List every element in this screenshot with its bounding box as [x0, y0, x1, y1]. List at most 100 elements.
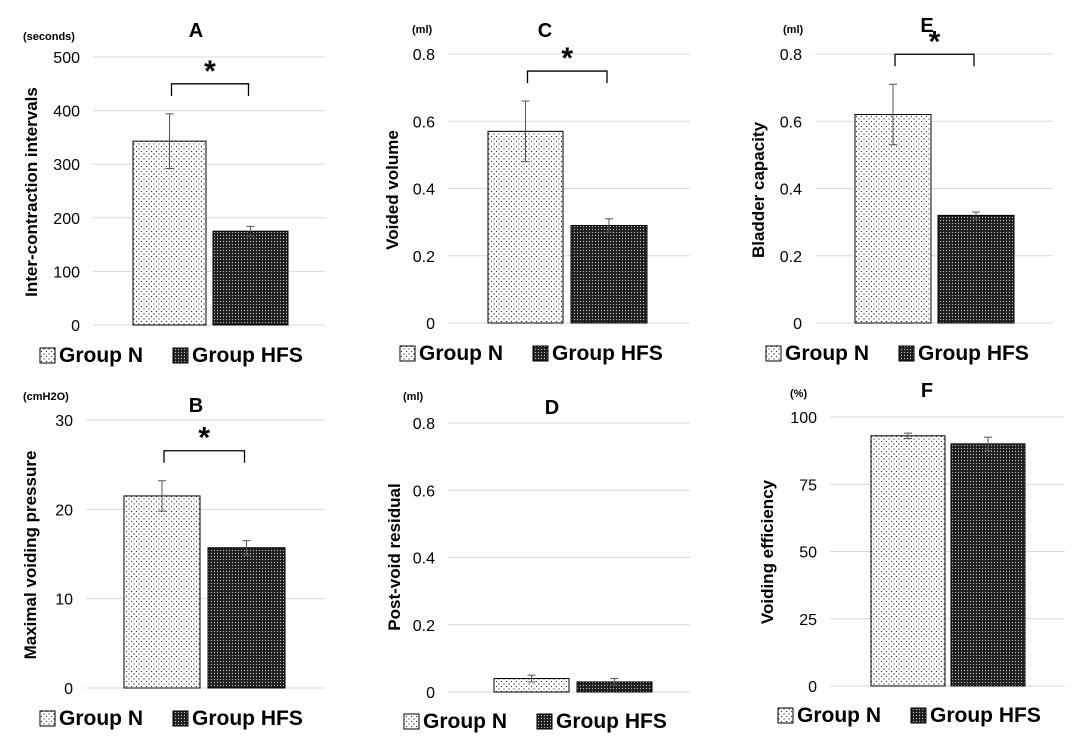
significance-bracket — [170, 83, 250, 96]
y-tick-label: 0 — [64, 681, 73, 698]
y-tick-label: 0.2 — [780, 249, 802, 266]
legend: Group N Group HFS — [765, 342, 1029, 365]
error-bar — [610, 678, 619, 686]
legend-swatch-group-hfs — [172, 710, 189, 727]
legend-label: Group HFS — [552, 342, 663, 365]
panel-title: E — [920, 15, 933, 37]
chart-panel-d: 0 0.2 0.4 0.6 0.8 D (ml) Post-void residual Grou… — [385, 391, 690, 733]
y-tick-label: 20 — [55, 502, 73, 519]
bar-group-hfs — [950, 443, 1026, 687]
error-bar — [889, 83, 897, 146]
chart-panel-a: 0 100 200 300 400 500 *A (seconds) Inter-contrac… — [22, 20, 325, 367]
y-tick-label: 0.8 — [780, 47, 802, 64]
y-tick-label: 300 — [53, 157, 80, 174]
y-tick-label: 0.4 — [413, 182, 435, 199]
y-tick-label: 50 — [799, 545, 817, 562]
y-tick-label: 0.2 — [413, 249, 435, 266]
y-tick-label: 0.2 — [413, 618, 435, 635]
unit-label: (ml) — [783, 24, 804, 36]
significance-bracket — [163, 450, 246, 463]
unit-label: (seconds) — [23, 31, 75, 43]
legend-swatch-group-n — [39, 710, 56, 727]
panel-title: C — [538, 20, 552, 42]
panel-title: A — [189, 20, 203, 42]
unit-label: (%) — [790, 388, 807, 400]
y-axis-label: Bladder capacity — [749, 121, 768, 258]
unit-label: (cmH2O) — [23, 391, 69, 403]
y-tick-label: 0 — [793, 316, 802, 333]
bar-group-n — [132, 140, 207, 326]
error-bar — [605, 218, 613, 233]
y-axis-label: Maximal voiding pressure — [21, 451, 40, 660]
significance-marker: * — [929, 25, 941, 58]
y-tick-label: 0 — [426, 316, 435, 333]
error-bar — [521, 100, 530, 163]
y-axis-label: Voided volume — [383, 130, 402, 250]
y-axis-label: Inter-contraction intervals — [22, 87, 41, 297]
error-bar — [158, 480, 166, 512]
error-bar — [904, 432, 912, 440]
legend-swatch-group-hfs — [532, 345, 549, 362]
legend-label: Group N — [797, 704, 881, 727]
y-tick-label: 100 — [53, 264, 80, 281]
legend-label: Group HFS — [556, 710, 667, 733]
significance-bracket — [526, 70, 608, 84]
y-tick-label: 0 — [426, 685, 435, 702]
bar-group-n — [870, 435, 946, 687]
legend-label: Group N — [419, 342, 503, 365]
y-tick-label: 0.4 — [780, 182, 802, 199]
y-tick-label: 0 — [71, 318, 80, 335]
legend-swatch-group-hfs — [910, 707, 927, 724]
error-bar — [984, 436, 992, 452]
legend: Group N Group HFS — [403, 710, 667, 733]
y-tick-label: 200 — [53, 211, 80, 228]
legend-swatch-group-hfs — [172, 347, 189, 364]
y-axis-label: Post-void residual — [385, 483, 404, 630]
y-tick-label: 30 — [55, 413, 73, 430]
bar-group-n — [123, 495, 201, 689]
legend-label: Group HFS — [192, 344, 303, 367]
legend-swatch-group-n — [399, 345, 416, 362]
panel-title: B — [189, 395, 203, 417]
legend-label: Group N — [785, 342, 869, 365]
significance-marker: * — [204, 55, 216, 88]
error-bar — [527, 674, 536, 683]
unit-label: (ml) — [412, 24, 433, 36]
error-bar — [165, 113, 174, 169]
legend: Group N Group HFS — [777, 704, 1041, 727]
legend: Group N Group HFS — [399, 342, 663, 365]
y-tick-label: 25 — [799, 612, 817, 629]
significance-marker: * — [561, 42, 573, 75]
chart-panel-e: 0 0.2 0.4 0.6 0.8 *E (ml) Bladder capacity Group… — [749, 15, 1053, 365]
bar-group-hfs — [207, 547, 286, 689]
legend-label: Group N — [423, 710, 507, 733]
bar-group-n — [487, 130, 564, 324]
significance-marker: * — [198, 422, 210, 455]
y-tick-label: 400 — [53, 104, 80, 121]
y-tick-label: 10 — [55, 592, 73, 609]
y-tick-label: 0.8 — [413, 416, 435, 433]
chart-panel-b: 0 10 20 30 * B (cmH2O) Maximal voiding pressure… — [21, 391, 325, 730]
legend-label: Group HFS — [918, 342, 1029, 365]
legend-swatch-group-n — [39, 347, 56, 364]
y-axis-label: Voiding efficiency — [758, 479, 777, 624]
error-bar — [242, 540, 251, 556]
legend-swatch-group-hfs — [536, 713, 553, 730]
y-tick-label: 100 — [790, 410, 817, 427]
y-tick-label: 75 — [799, 477, 817, 494]
legend-label: Group HFS — [930, 704, 1041, 727]
legend-swatch-group-n — [777, 707, 794, 724]
bar-group-hfs — [570, 224, 648, 324]
legend-swatch-group-hfs — [898, 345, 915, 362]
y-tick-label: 0 — [808, 679, 817, 696]
legend-label: Group N — [59, 344, 143, 367]
bar-group-hfs — [212, 230, 289, 326]
legend-label: Group HFS — [192, 707, 303, 730]
y-tick-label: 0.4 — [413, 551, 435, 568]
legend-swatch-group-n — [403, 713, 420, 730]
bar-group-n — [854, 114, 932, 324]
